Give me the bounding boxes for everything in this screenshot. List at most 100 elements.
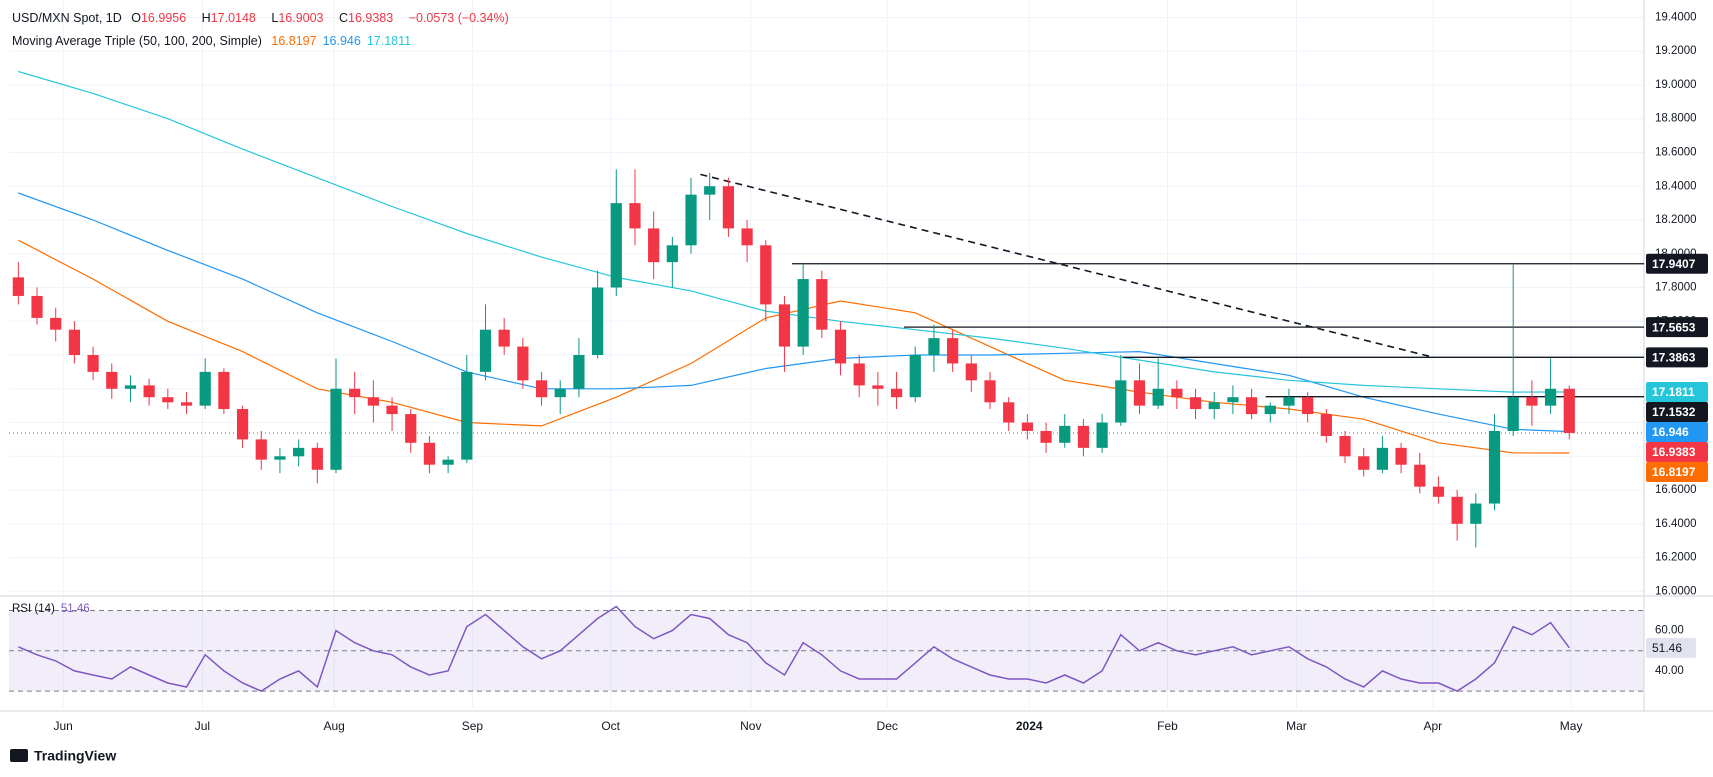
candle-body [909,355,921,398]
y-tick-label: 18.8000 [1655,113,1697,125]
price-tag-label: 17.3863 [1652,350,1696,364]
candle-body [1414,464,1426,487]
price-tag-label: 16.8197 [1652,465,1696,479]
candle-body [255,439,267,460]
candle-body [1358,456,1370,470]
candle-body [685,194,697,246]
candle-body [1040,430,1052,443]
candle-body [31,295,43,318]
ma-value: 17.1811 [366,34,412,48]
rsi-line [18,605,1570,692]
candle-body [1077,425,1090,448]
candle-body [535,380,548,398]
candle-body [1563,388,1575,433]
candle-body [1470,503,1482,524]
y-tick-label: 19.4000 [1655,11,1697,23]
rsi-title: RSI (14) [12,603,55,615]
candle-body [872,385,884,389]
moving-average-line [18,239,1570,454]
candle-body [928,338,940,356]
candle-body [1432,486,1445,497]
ma-values: 16.8197 16.946 17.1811 [271,34,417,48]
ma-value: 16.946 [322,34,361,48]
candle-body [1302,397,1314,415]
candle-body [180,402,193,406]
candle-body [274,456,286,460]
x-tick-label: Oct [601,719,620,733]
x-tick-label: Aug [323,719,344,733]
price-tag [1646,347,1708,368]
candle-body [1320,414,1332,437]
moving-average-line [18,70,1570,393]
price-tag-label: 17.5653 [1652,320,1696,334]
price-tag-label: 17.1811 [1652,385,1695,399]
ohlc-key: H [201,11,211,25]
candle-body [947,338,959,364]
price-tag [1646,461,1708,482]
change: −0.0573 (−0.34%) [408,11,509,25]
y-tick-label: 17.8000 [1655,282,1697,294]
candle-body [1171,388,1183,398]
candle-body [816,279,828,330]
candle-body [760,245,772,305]
legend-rsi: RSI (14) 51.46 [12,603,96,615]
candle-body [330,388,342,470]
candle-body [386,405,398,415]
candle-body [890,388,903,398]
candle-body [87,355,99,372]
price-tag-label: 17.1532 [1652,405,1696,419]
candle-body [50,317,62,330]
price-tag [1646,253,1708,274]
candle-body [1152,388,1164,406]
y-tick-label: 18.4000 [1655,180,1697,192]
ohlc-value: 16.9383 [348,11,394,25]
candle-body [461,371,473,460]
candle-body [554,388,566,398]
candle-body [1003,402,1015,423]
candle-body [666,245,678,263]
ohlc-key: O [131,11,141,25]
candle-body [405,414,417,443]
candle-body [591,287,604,356]
candle-body [573,355,585,389]
candle-body [1526,397,1538,406]
candle-body [349,388,361,398]
candle-body [1488,430,1501,504]
rsi-tag-label: 51.46 [1652,641,1682,655]
candle-body [12,277,24,296]
legend-ma: Moving Average Triple (50, 100, 200, Sim… [12,34,423,48]
candle-body [741,228,753,246]
rsi-tick-label: 60.00 [1655,625,1684,637]
ohlc: H17.0148 [202,11,262,25]
candle-body [162,397,174,403]
price-tag [1646,401,1708,422]
x-tick-label: Jun [54,719,73,733]
trendline [700,173,1432,358]
price-tag-label: 16.9383 [1652,445,1696,459]
y-tick-label: 16.2000 [1655,552,1697,564]
candle-body [1115,380,1127,423]
y-tick-label: 18.6000 [1655,146,1697,158]
candle-body [1339,436,1351,457]
ma-value: 16.8197 [271,34,317,48]
candle-body [236,409,249,440]
candle-body [1395,447,1407,465]
candle-body [1208,402,1220,410]
candle-body [1264,405,1276,415]
brand-logo [10,749,28,762]
candle-body [479,329,492,372]
indicator-title: Moving Average Triple (50, 100, 200, Sim… [12,34,262,48]
brand-name: TradingView [34,748,116,764]
x-tick-label: Feb [1157,719,1178,733]
candle-body [1283,397,1295,406]
moving-average-line [18,192,1570,433]
y-tick-label: 16.6000 [1655,484,1697,496]
candle-body [218,371,230,410]
plot-layer [9,0,1644,708]
candle-body [517,346,529,381]
y-tick-label: 19.2000 [1655,45,1697,57]
ohlc-value: 17.0148 [210,11,256,25]
y-tick-label: 19.0000 [1655,79,1697,91]
